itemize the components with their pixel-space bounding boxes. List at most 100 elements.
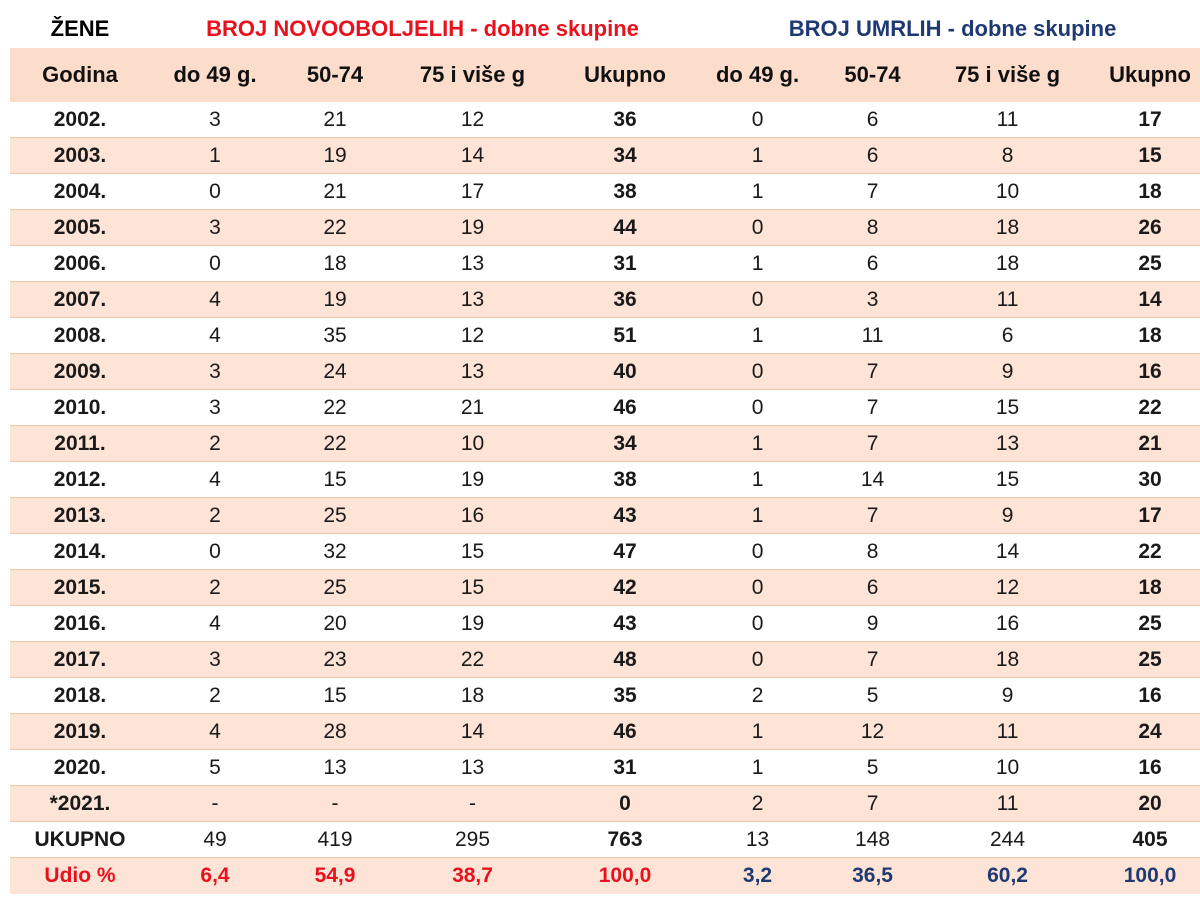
row-label: 2013. <box>10 497 150 534</box>
header-cell: 50-74 <box>820 48 926 102</box>
table-page: ŽENE BROJ NOVOOBOLJELIH - dobne skupine … <box>10 10 1200 894</box>
table-row: 2002. 3 21 12 36 0 6 11 17 <box>10 102 1200 138</box>
row-label: 2020. <box>10 749 150 786</box>
table-cell: 6 <box>925 317 1091 354</box>
table-cell: 1 <box>695 713 821 750</box>
table-cell: 10 <box>925 173 1091 210</box>
table-cell: 2 <box>150 569 280 606</box>
row-label: 2002. <box>10 102 150 138</box>
table-cell: 0 <box>150 173 280 210</box>
table-cell: 30 <box>1090 461 1200 498</box>
table-row: 2014. 0 32 15 47 0 8 14 22 <box>10 533 1200 570</box>
row-label: 2008. <box>10 317 150 354</box>
table-cell: 0 <box>695 389 821 426</box>
table-cell: 18 <box>925 209 1091 246</box>
table-cell: 4 <box>150 461 280 498</box>
table-cell: 2 <box>695 677 821 714</box>
table-cell: 8 <box>820 533 926 570</box>
row-label: *2021. <box>10 785 150 822</box>
row-label: 2018. <box>10 677 150 714</box>
table-cell: 36 <box>555 281 696 318</box>
header-cell: 75 i više g <box>390 48 555 102</box>
table-cell: 26 <box>1090 209 1200 246</box>
table-cell: 13 <box>390 245 555 282</box>
table-row: 2012. 4 15 19 38 1 14 15 30 <box>10 461 1200 498</box>
table-row: 2003. 1 19 14 34 1 6 8 15 <box>10 137 1200 174</box>
table-cell: - <box>280 785 390 822</box>
table-cell: 7 <box>820 353 926 390</box>
table-cell: 1 <box>695 245 821 282</box>
table-cell: 10 <box>925 749 1091 786</box>
row-label: 2015. <box>10 569 150 606</box>
table-row: 2019. 4 28 14 46 1 12 11 24 <box>10 713 1200 750</box>
table-cell: 22 <box>1090 533 1200 570</box>
table-cell: 34 <box>555 137 696 174</box>
row-label: 2004. <box>10 173 150 210</box>
table-cell: 25 <box>1090 245 1200 282</box>
table-cell: 3 <box>150 353 280 390</box>
table-cell: 49 <box>150 821 280 858</box>
table-cell: 18 <box>1090 569 1200 606</box>
row-label: 2010. <box>10 389 150 426</box>
table-cell: 3 <box>150 209 280 246</box>
table-cell: 24 <box>280 353 390 390</box>
table-cell: 13 <box>390 353 555 390</box>
table-cell: 21 <box>1090 425 1200 462</box>
table-cell: 4 <box>150 317 280 354</box>
table-cell: 44 <box>555 209 696 246</box>
table-cell: 0 <box>695 533 821 570</box>
table-cell: 18 <box>1090 317 1200 354</box>
table-cell: 5 <box>150 749 280 786</box>
table-cell: 36,5 <box>820 857 926 894</box>
table-cell: 4 <box>150 713 280 750</box>
table-cell: 19 <box>390 605 555 642</box>
table-cell: 7 <box>820 173 926 210</box>
table-cell: 20 <box>280 605 390 642</box>
table-cell: 35 <box>280 317 390 354</box>
table-cell: 23 <box>280 641 390 678</box>
table-cell: 13 <box>280 749 390 786</box>
group-title: ŽENE <box>50 16 110 41</box>
table-cell: 43 <box>555 497 696 534</box>
table-cell: 3,2 <box>695 857 821 894</box>
table-cell: 16 <box>1090 677 1200 714</box>
table-cell: 13 <box>695 821 821 858</box>
row-label: 2003. <box>10 137 150 174</box>
table-cell: 24 <box>1090 713 1200 750</box>
table-cell: 31 <box>555 749 696 786</box>
table-cell: 7 <box>820 641 926 678</box>
table-cell: 2 <box>695 785 821 822</box>
table-cell: - <box>150 785 280 822</box>
row-label: 2014. <box>10 533 150 570</box>
table-cell: - <box>390 785 555 822</box>
table-cell: 4 <box>150 281 280 318</box>
table-cell: 0 <box>150 533 280 570</box>
table-row: 2008. 4 35 12 51 1 11 6 18 <box>10 317 1200 354</box>
table-row: 2009. 3 24 13 40 0 7 9 16 <box>10 353 1200 390</box>
table-cell: 3 <box>150 102 280 138</box>
table-cell: 9 <box>925 497 1091 534</box>
table-cell: 148 <box>820 821 926 858</box>
table-cell: 40 <box>555 353 696 390</box>
table-cell: 19 <box>390 461 555 498</box>
incidence-title: BROJ NOVOOBOLJELIH - dobne skupine <box>206 16 639 41</box>
table-cell: 3 <box>150 641 280 678</box>
header-cell: 75 i više g <box>925 48 1091 102</box>
cancer-statistics-table: ŽENE BROJ NOVOOBOLJELIH - dobne skupine … <box>10 10 1200 894</box>
table-cell: 295 <box>390 821 555 858</box>
table-cell: 405 <box>1090 821 1200 858</box>
table-cell: 54,9 <box>280 857 390 894</box>
table-cell: 6,4 <box>150 857 280 894</box>
table-cell: 0 <box>695 209 821 246</box>
table-cell: 11 <box>925 102 1091 138</box>
table-cell: 21 <box>390 389 555 426</box>
table-cell: 47 <box>555 533 696 570</box>
table-cell: 18 <box>280 245 390 282</box>
table-cell: 6 <box>820 102 926 138</box>
table-cell: 8 <box>820 209 926 246</box>
table-cell: 18 <box>925 641 1091 678</box>
table-cell: 13 <box>390 749 555 786</box>
table-cell: 15 <box>925 461 1091 498</box>
table-row: 2018. 2 15 18 35 2 5 9 16 <box>10 677 1200 714</box>
table-cell: 21 <box>280 102 390 138</box>
